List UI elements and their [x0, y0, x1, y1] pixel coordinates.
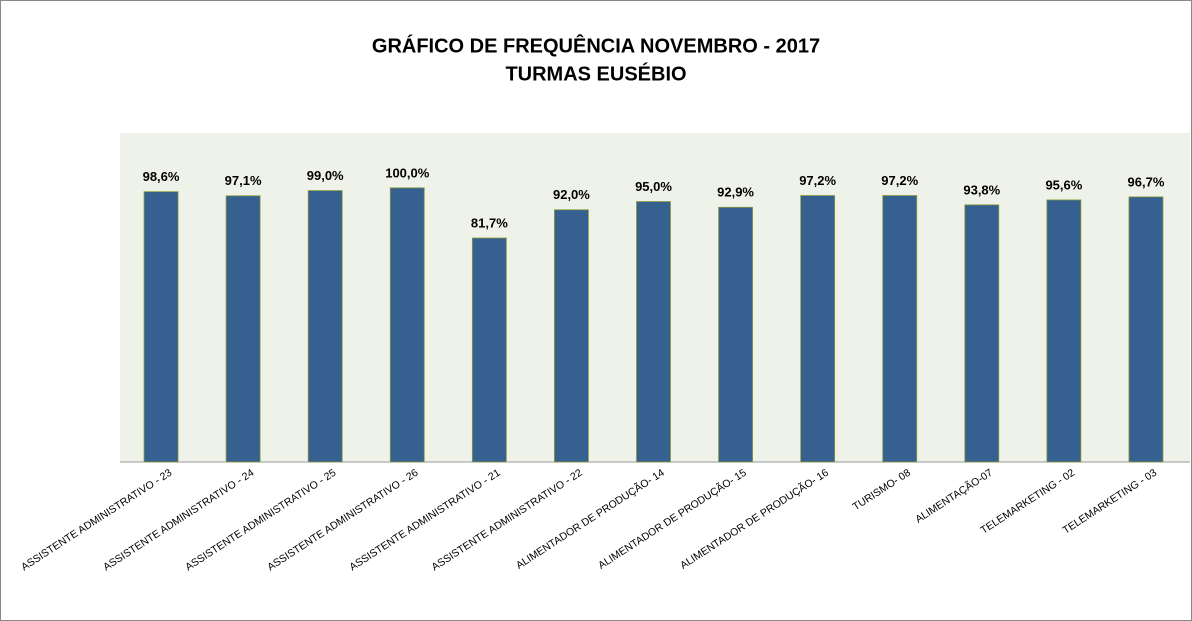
bar	[636, 201, 671, 463]
value-label: 93,8%	[963, 182, 1000, 197]
bar	[718, 206, 753, 463]
value-label: 92,0%	[553, 187, 590, 202]
bar	[471, 237, 507, 463]
value-label: 97,1%	[225, 173, 262, 188]
bar	[1046, 199, 1082, 463]
chart-subtitle: TURMAS EUSÉBIO	[505, 62, 686, 85]
value-label: 99,0%	[307, 168, 344, 183]
value-label: 95,6%	[1045, 177, 1082, 192]
bar	[1128, 196, 1164, 463]
value-label: 81,7%	[471, 215, 508, 230]
value-label: 97,2%	[799, 173, 836, 188]
bar	[389, 187, 425, 463]
value-label: 97,2%	[881, 173, 918, 188]
value-label: 100,0%	[385, 165, 430, 180]
chart-title: GRÁFICO DE FREQUÊNCIA NOVEMBRO - 2017	[372, 33, 820, 57]
bar	[964, 204, 1000, 463]
bar	[225, 195, 261, 463]
bar	[554, 209, 589, 463]
bar	[307, 190, 343, 463]
bar	[143, 191, 179, 463]
value-label: 98,6%	[143, 169, 180, 184]
bar	[800, 195, 836, 463]
value-label: 92,9%	[717, 185, 754, 200]
bar	[882, 195, 918, 463]
value-label: 96,7%	[1128, 174, 1165, 189]
value-label: 95,0%	[635, 179, 672, 194]
